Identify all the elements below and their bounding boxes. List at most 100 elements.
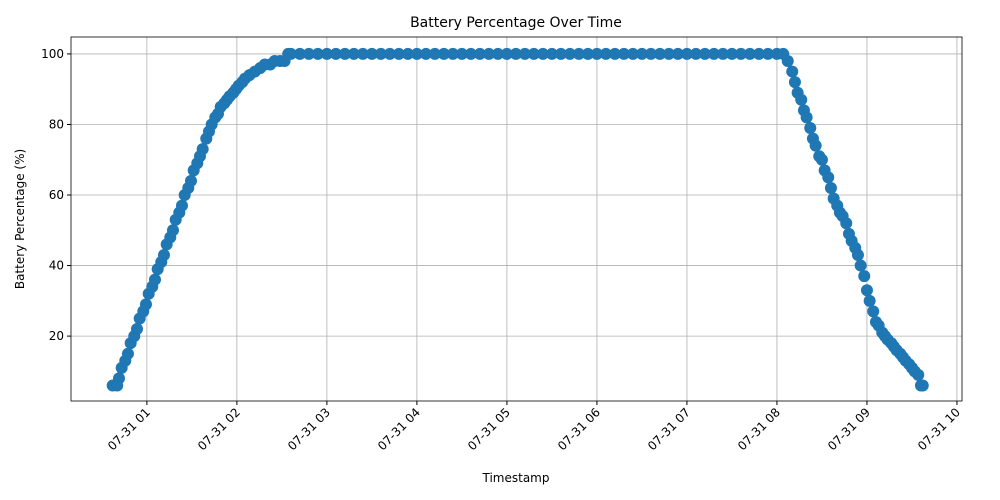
point [716, 47, 729, 60]
point [320, 47, 333, 60]
point [545, 47, 558, 60]
point [284, 47, 297, 60]
point [347, 47, 360, 60]
chart-title: Battery Percentage Over Time [410, 15, 622, 31]
x-tick-label: 07-31 03 [285, 405, 333, 453]
point [788, 76, 801, 89]
point [800, 111, 813, 124]
point [419, 47, 432, 60]
point [860, 284, 873, 297]
point [509, 47, 522, 60]
point [554, 47, 567, 60]
point [473, 47, 486, 60]
y-tick-label: 80 [49, 117, 64, 131]
plot-frame [70, 36, 963, 402]
point [293, 47, 306, 60]
point [599, 47, 612, 60]
point [527, 47, 540, 60]
point [662, 47, 675, 60]
point [581, 47, 594, 60]
point [590, 47, 603, 60]
point [858, 270, 871, 283]
point [148, 273, 161, 286]
point [912, 368, 925, 381]
point [536, 47, 549, 60]
point [734, 47, 747, 60]
point [822, 171, 835, 184]
point [563, 47, 576, 60]
y-axis-label: Battery Percentage (%) [13, 149, 27, 289]
point [166, 224, 179, 237]
point [121, 347, 134, 360]
point [130, 323, 143, 336]
point [707, 47, 720, 60]
x-tick-label: 07-31 04 [375, 405, 423, 453]
point [302, 47, 315, 60]
point [455, 47, 468, 60]
point [572, 47, 585, 60]
point [795, 93, 808, 106]
point [157, 248, 170, 261]
point [786, 65, 799, 78]
point [867, 305, 880, 318]
point [365, 47, 378, 60]
point [815, 153, 828, 166]
x-tick-label: 07-31 09 [825, 405, 873, 453]
point [410, 47, 423, 60]
y-tick-label: 20 [49, 329, 64, 343]
point [626, 47, 639, 60]
point [851, 248, 864, 261]
point [491, 47, 504, 60]
point [617, 47, 630, 60]
x-tick-label: 07-31 08 [735, 405, 783, 453]
point [698, 47, 711, 60]
point [804, 122, 817, 134]
point [824, 181, 837, 194]
point [196, 143, 209, 156]
point [500, 47, 513, 60]
point [644, 47, 657, 60]
y-tick-label: 60 [49, 188, 64, 202]
point [311, 47, 324, 60]
x-tick-label: 07-31 01 [105, 405, 153, 453]
x-tick-label: 07-31 10 [915, 405, 963, 453]
point [464, 47, 477, 60]
point [184, 174, 197, 187]
point [671, 47, 684, 60]
point [401, 47, 414, 60]
point [854, 259, 867, 272]
y-tick-label: 100 [41, 47, 64, 61]
point [383, 47, 396, 60]
point [725, 47, 738, 60]
point [743, 47, 756, 60]
point [112, 372, 125, 385]
point [863, 294, 876, 307]
x-tick-label: 07-31 05 [465, 405, 513, 453]
point [392, 47, 405, 60]
x-tick-label: 07-31 06 [555, 405, 603, 453]
point [437, 47, 450, 60]
point [139, 298, 152, 311]
x-tick-label: 07-31 07 [645, 405, 693, 453]
point [689, 47, 702, 60]
point [781, 54, 794, 67]
x-tick-label: 07-31 02 [195, 405, 243, 453]
point [518, 47, 531, 60]
point [809, 139, 822, 152]
point [916, 379, 929, 392]
point [356, 47, 369, 60]
point [752, 47, 765, 60]
point [653, 47, 666, 60]
point [338, 47, 351, 60]
point [175, 199, 188, 212]
point [761, 47, 774, 60]
point [608, 47, 621, 60]
point [840, 217, 853, 230]
point [428, 47, 441, 60]
point [680, 47, 693, 60]
point [446, 47, 459, 60]
point [482, 47, 495, 60]
point [374, 47, 387, 60]
point [329, 47, 342, 60]
